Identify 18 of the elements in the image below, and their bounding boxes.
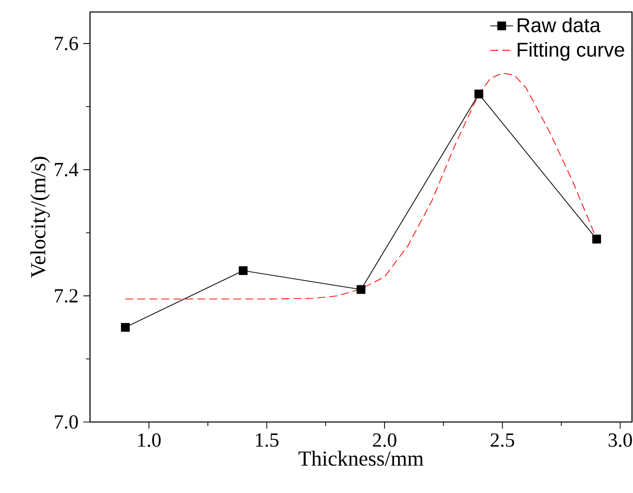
y-axis-title: Velocity/(m/s) <box>30 156 50 278</box>
point <box>356 285 366 294</box>
x-tick-label: 2.5 <box>490 433 514 447</box>
x-tick-label: 2.0 <box>372 433 396 447</box>
y-tick-label: 7.2 <box>54 289 78 303</box>
x-tick-label: 3.0 <box>608 433 632 447</box>
x-tick-label: 1.0 <box>138 433 161 447</box>
point <box>238 266 248 276</box>
point <box>474 90 484 98</box>
point <box>592 234 602 244</box>
y-tick-label: 7.6 <box>54 36 78 50</box>
x-tick-label: 1.5 <box>256 433 278 447</box>
point <box>120 322 130 332</box>
x-axis-title: Thickness/mm <box>298 450 424 466</box>
legend-label: Fitting curve <box>518 42 624 61</box>
y-tick-label: 7.0 <box>54 415 78 429</box>
legend-label: Raw data <box>518 18 601 32</box>
y-tick-label: 7.4 <box>54 162 78 176</box>
